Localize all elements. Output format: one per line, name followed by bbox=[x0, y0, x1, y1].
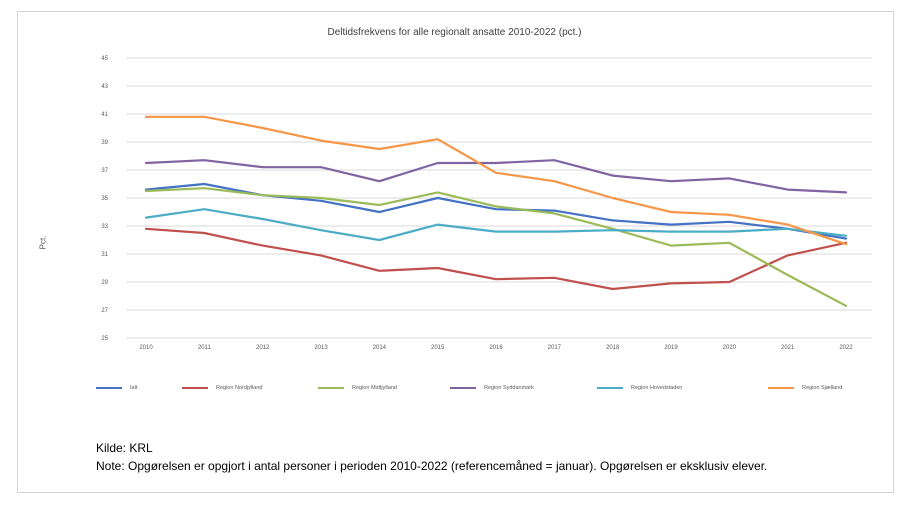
x-tick-label: 2022 bbox=[839, 345, 853, 351]
legend-label: Region Midtjylland bbox=[352, 385, 397, 391]
x-tick-label: 2010 bbox=[139, 345, 153, 351]
x-tick-label: 2016 bbox=[489, 345, 503, 351]
y-tick-label: 41 bbox=[101, 112, 108, 118]
legend-item: Ialt bbox=[96, 385, 137, 391]
legend-swatch bbox=[768, 387, 794, 389]
series-line-1 bbox=[144, 227, 848, 291]
chart-title: Deltidsfrekvens for alle regionalt ansat… bbox=[327, 27, 582, 38]
y-tick-label: 35 bbox=[101, 196, 108, 202]
series-line-2 bbox=[144, 187, 848, 307]
x-tick-label: 2012 bbox=[256, 345, 270, 351]
x-tick-label: 2013 bbox=[314, 345, 328, 351]
legend-label: Region Syddanmark bbox=[484, 385, 534, 391]
legend-swatch bbox=[597, 387, 623, 389]
x-tick-label: 2019 bbox=[664, 345, 678, 351]
legend-label: Ialt bbox=[130, 385, 138, 391]
x-tick-label: 2011 bbox=[198, 345, 212, 351]
y-tick-label: 39 bbox=[101, 140, 108, 146]
legend-label: Region Hovedstaden bbox=[631, 385, 683, 391]
legend-swatch bbox=[182, 387, 208, 389]
y-tick-label: 37 bbox=[101, 168, 108, 174]
chart-legend: Ialt Region Nordjylland Region Midtjylland… bbox=[78, 385, 858, 399]
legend-swatch bbox=[96, 387, 122, 389]
legend-label: Region Nordjylland bbox=[216, 385, 263, 391]
y-tick-label: 43 bbox=[101, 84, 108, 90]
legend-label: Region Sjælland bbox=[802, 385, 843, 391]
legend-item: Region Nordjylland bbox=[182, 385, 262, 391]
source-text: Kilde: KRL bbox=[96, 441, 153, 455]
y-tick-label: 31 bbox=[101, 252, 108, 258]
legend-item: Region Hovedstaden bbox=[597, 385, 682, 391]
x-tick-label: 2015 bbox=[431, 345, 445, 351]
legend-item: Region Syddanmark bbox=[450, 385, 534, 391]
legend-item: Region Midtjylland bbox=[318, 385, 397, 391]
x-tick-label: 2018 bbox=[606, 345, 620, 351]
legend-swatch bbox=[318, 387, 344, 389]
series-line-4 bbox=[144, 208, 848, 242]
note-text: Note: Opgørelsen er opgjort i antal pers… bbox=[96, 459, 768, 473]
y-tick-label: 27 bbox=[101, 308, 108, 314]
x-tick-label: 2021 bbox=[781, 345, 795, 351]
y-tick-label: 29 bbox=[101, 280, 108, 286]
x-tick-label: 2014 bbox=[373, 345, 387, 351]
x-tick-label: 2017 bbox=[548, 345, 562, 351]
series-line-3 bbox=[144, 159, 848, 194]
x-tick-label: 2020 bbox=[723, 345, 737, 351]
series-line-5 bbox=[144, 115, 848, 246]
y-tick-label: 25 bbox=[101, 336, 108, 342]
legend-item: Region Sjælland bbox=[768, 385, 842, 391]
y-tick-label: 33 bbox=[101, 224, 108, 230]
legend-swatch bbox=[450, 387, 476, 389]
y-tick-label: 45 bbox=[101, 56, 108, 62]
